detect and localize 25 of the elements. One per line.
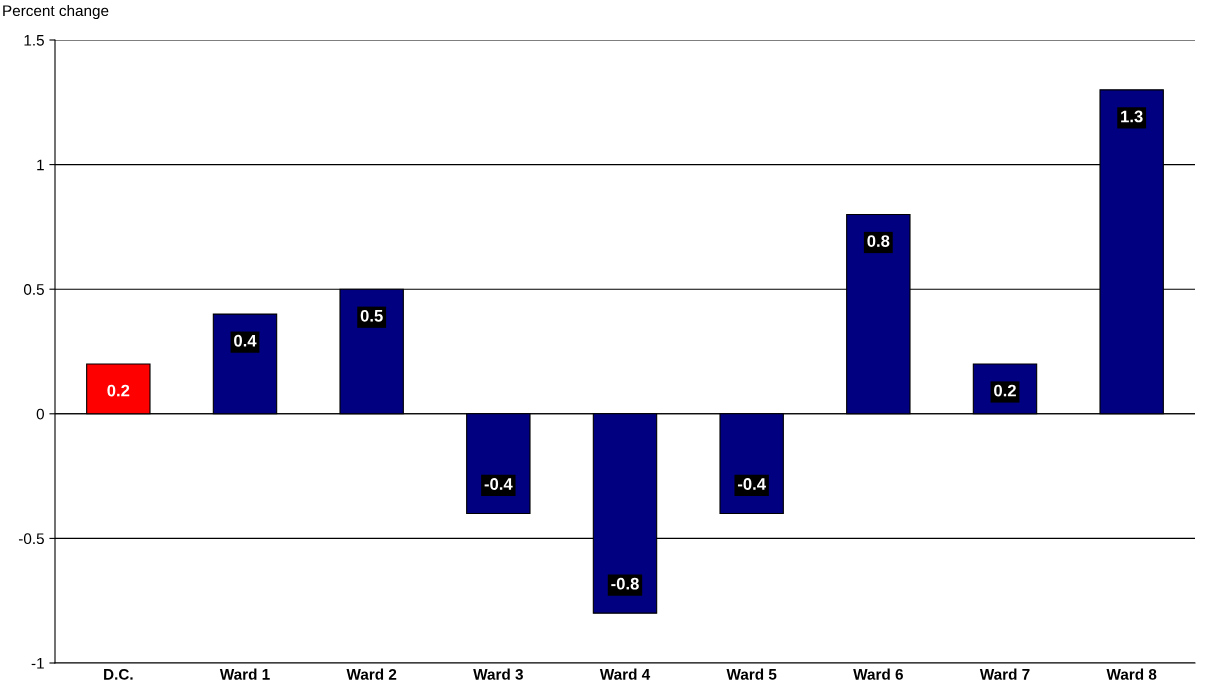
x-tick-label: Ward 2	[346, 668, 397, 680]
x-tick-label: Ward 8	[1106, 668, 1157, 680]
x-tick-label: Ward 3	[473, 668, 523, 680]
x-tick-label: Ward 5	[726, 668, 777, 680]
y-tick-label: -1	[31, 658, 44, 669]
x-tick-label: Ward 6	[853, 668, 903, 680]
data-label: 0.4	[234, 334, 257, 347]
x-tick-label: Ward 1	[219, 668, 270, 680]
data-label: 0.8	[867, 235, 890, 247]
x-tick-label: D.C.	[104, 668, 133, 680]
data-label: 1.3	[1121, 110, 1143, 123]
y-tick-label: -0.5	[18, 533, 44, 545]
data-label: -0.8	[611, 577, 639, 590]
y-tick-label: 1	[37, 159, 44, 171]
x-tick-label: Ward 4	[599, 668, 651, 680]
data-label: -0.4	[737, 478, 766, 490]
y-tick-label: 0	[36, 408, 44, 420]
data-label: 0.5	[360, 309, 383, 322]
y-tick-label: 0.5	[23, 284, 44, 295]
y-axis-title: Percent change	[3, 4, 109, 20]
data-label: -0.4	[484, 478, 513, 490]
y-tick-label: 1.5	[24, 35, 44, 46]
data-label: 0.2	[994, 384, 1016, 397]
x-tick-label: Ward 7	[979, 668, 1030, 680]
data-label: 0.2	[107, 384, 130, 397]
